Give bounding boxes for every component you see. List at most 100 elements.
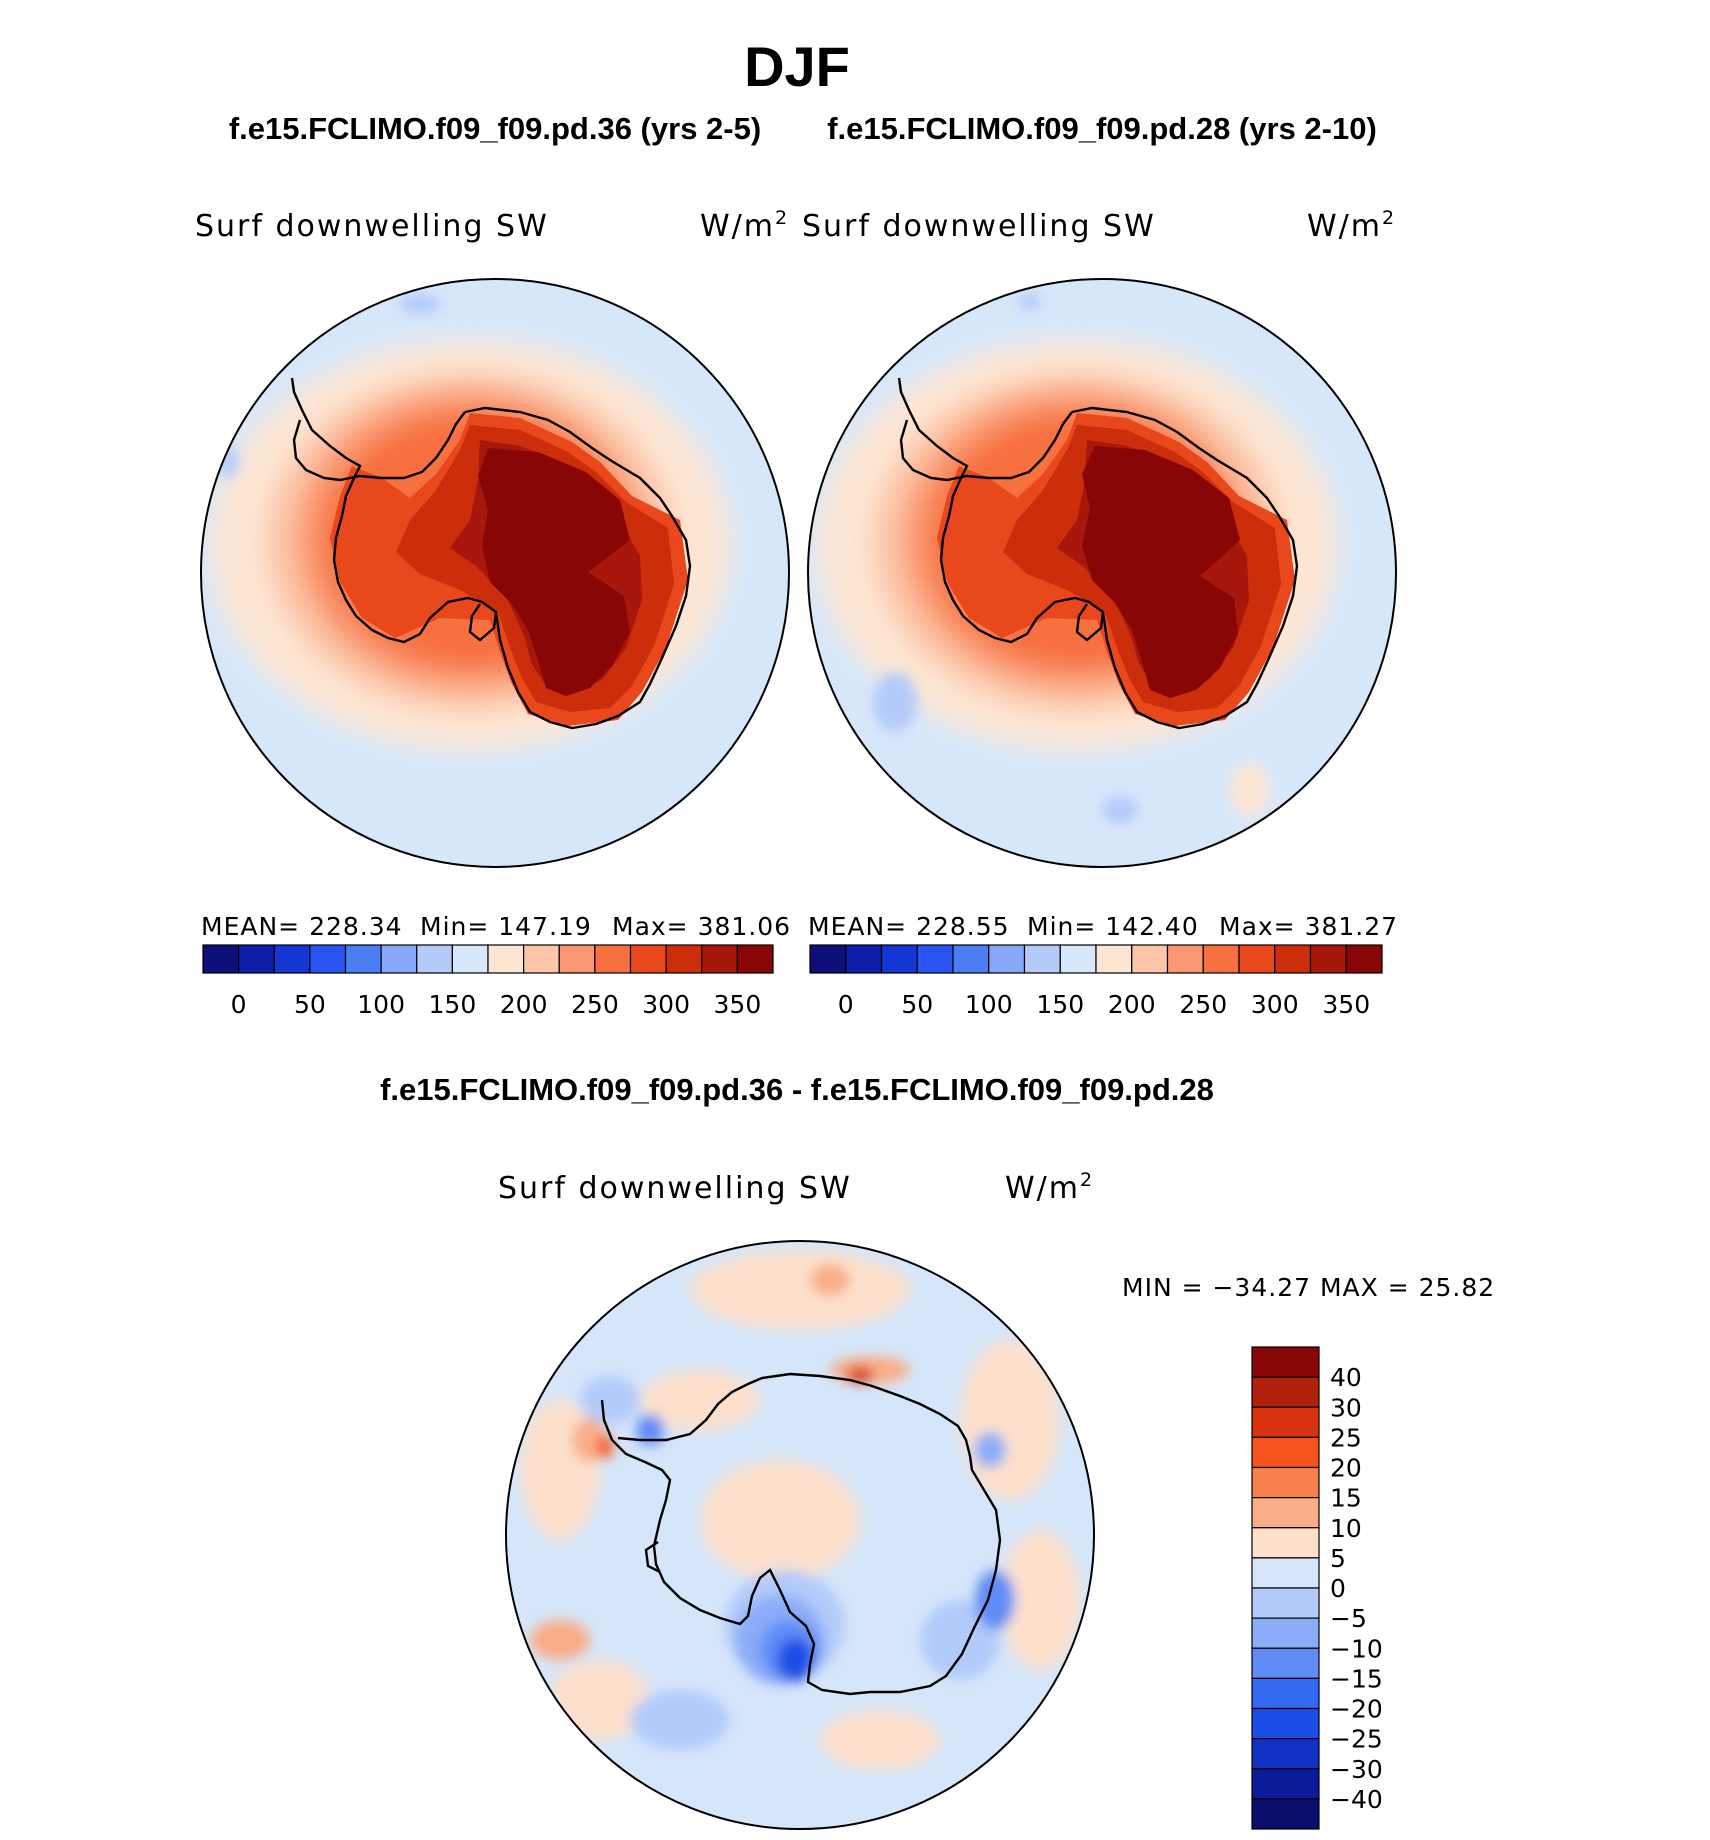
panel-c-variable: Surf downwelling SW (498, 1171, 852, 1206)
colorbar-tick-label: 350 (1322, 990, 1370, 1019)
colorbar-swatch (558, 944, 596, 974)
colorbar-swatch (344, 944, 382, 974)
colorbar-swatch (880, 944, 918, 974)
panel-c-units: W/m2 (1005, 1169, 1094, 1206)
colorbar-b: 0 50 100 150 200 250 300 350 (809, 944, 1383, 1019)
colorbar-swatch (1251, 1768, 1320, 1800)
colorbar-tick-label: 0 (231, 990, 247, 1019)
colorbar-tick-label: 40 (1330, 1363, 1362, 1392)
colorbar-tick-label: 150 (429, 990, 477, 1019)
colorbar-swatch (380, 944, 418, 974)
map-panel-a (200, 278, 790, 868)
colorbar-tick-label: 100 (357, 990, 405, 1019)
panel-a-min: Min= 147.19 (420, 912, 592, 941)
panel-a-variable: Surf downwelling SW (195, 209, 549, 244)
colorbar-tick-label: −5 (1330, 1604, 1367, 1633)
colorbar-swatch (202, 944, 240, 974)
colorbar-swatch (1251, 1557, 1320, 1589)
map-a-boundary (200, 278, 790, 868)
colorbar-tick-label: 0 (838, 990, 854, 1019)
colorbar-tick-label: −10 (1330, 1634, 1383, 1663)
colorbar-swatch (1309, 944, 1347, 974)
colorbar-swatch (809, 944, 847, 974)
colorbar-swatch (1251, 1346, 1320, 1378)
colorbar-tick-label: −40 (1330, 1785, 1383, 1814)
colorbar-tick-label: 15 (1330, 1484, 1362, 1513)
colorbar-tick-label: 0 (1330, 1574, 1346, 1603)
colorbar-swatch (1023, 944, 1061, 974)
case-a-title: f.e15.FCLIMO.f09_f09.pd.36 (yrs 2-5) (229, 111, 761, 146)
colorbar-swatch (487, 944, 525, 974)
colorbar-swatch (1251, 1617, 1320, 1649)
colorbar-swatch (1059, 944, 1097, 974)
colorbar-swatch (309, 944, 347, 974)
colorbar-swatch (594, 944, 632, 974)
colorbar-swatch (1238, 944, 1276, 974)
colorbar-tick-label: 20 (1330, 1454, 1362, 1483)
panel-c-minmax: MIN = −34.27 MAX = 25.82 (1122, 1273, 1495, 1302)
colorbar-tick-label: 250 (1179, 990, 1227, 1019)
colorbar-swatch (1251, 1376, 1320, 1408)
colorbar-swatch (845, 944, 883, 974)
colorbar-swatch (1251, 1527, 1320, 1559)
colorbar-swatch (1202, 944, 1240, 974)
colorbar-swatch (1251, 1707, 1320, 1740)
colorbar-tick-label: 5 (1330, 1544, 1346, 1573)
colorbar-tick-label: 200 (500, 990, 548, 1019)
map-panel-b (807, 278, 1397, 868)
colorbar-tick-label: 300 (1251, 990, 1299, 1019)
colorbar-tick-label: 50 (294, 990, 326, 1019)
colorbar-swatch (1251, 1497, 1320, 1529)
colorbar-swatch (416, 944, 453, 974)
colorbar-tick-label: 250 (571, 990, 619, 1019)
colorbar-tick-label: 350 (714, 990, 762, 1019)
colorbar-tick-label: 200 (1108, 990, 1156, 1019)
panel-a-mean: MEAN= 228.34 (201, 912, 403, 941)
figure-title: DJF (744, 35, 850, 98)
colorbar-swatch (629, 944, 667, 974)
colorbar-swatch (1251, 1647, 1320, 1679)
colorbar-tick-label: −25 (1330, 1725, 1383, 1754)
panel-a-max: Max= 381.06 (612, 912, 791, 941)
colorbar-swatch (1251, 1466, 1320, 1499)
colorbar-swatch (1251, 1677, 1320, 1710)
colorbar-swatch (1251, 1798, 1320, 1830)
colorbar-tick-label: 30 (1330, 1393, 1362, 1422)
colorbar-a: 0 50 100 150 200 250 300 350 (202, 944, 774, 1019)
colorbar-swatch (916, 944, 954, 974)
map-c-boundary (505, 1240, 1095, 1830)
panel-a-units: W/m2 (700, 207, 789, 244)
colorbar-swatch (701, 944, 738, 974)
colorbar-tick-label: 50 (901, 990, 933, 1019)
colorbar-swatch (1251, 1738, 1320, 1770)
colorbar-swatch (1274, 944, 1312, 974)
colorbar-tick-label: 300 (642, 990, 690, 1019)
colorbar-swatch (273, 944, 311, 974)
colorbar-swatch (523, 944, 560, 974)
panel-b-variable: Surf downwelling SW (802, 209, 1156, 244)
colorbar-tick-label: 10 (1330, 1514, 1362, 1543)
panel-b-max: Max= 381.27 (1219, 912, 1398, 941)
colorbar-swatch (1251, 1587, 1320, 1619)
colorbar-tick-label: 25 (1330, 1423, 1362, 1452)
panel-b-mean: MEAN= 228.55 (808, 912, 1010, 941)
colorbar-tick-label: 100 (965, 990, 1013, 1019)
colorbar-swatch (665, 944, 703, 974)
panel-b-units: W/m2 (1307, 207, 1396, 244)
colorbar-swatch (1095, 944, 1133, 974)
colorbar-swatch (451, 944, 489, 974)
colorbar-swatch (238, 944, 275, 974)
colorbar-swatch (1166, 944, 1204, 974)
colorbar-tick-label: −30 (1330, 1755, 1383, 1784)
colorbar-swatch (736, 944, 774, 974)
colorbar-swatch (988, 944, 1026, 974)
colorbar-swatch (952, 944, 990, 974)
case-b-title: f.e15.FCLIMO.f09_f09.pd.28 (yrs 2-10) (827, 111, 1377, 146)
colorbar-swatch (1251, 1436, 1320, 1469)
map-panel-c (505, 1240, 1095, 1830)
colorbar-swatch (1251, 1406, 1320, 1438)
colorbar-tick-label: 150 (1036, 990, 1084, 1019)
colorbar-swatch (1131, 944, 1169, 974)
